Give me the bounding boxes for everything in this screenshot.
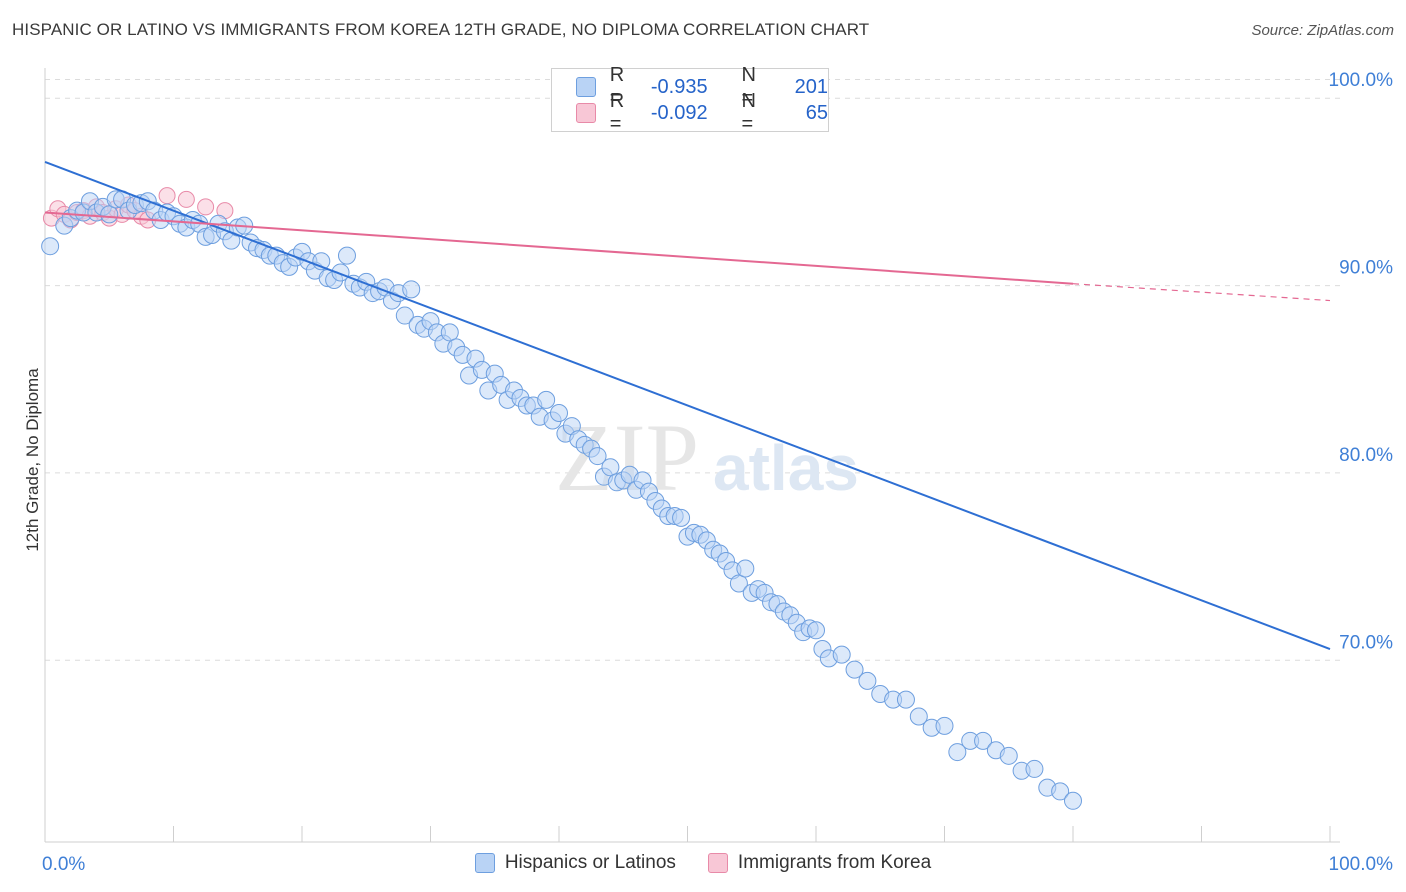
hispanic-point (395, 306, 414, 325)
y-axis-label: 12th Grade, No Diploma (23, 368, 42, 552)
hispanic-point (672, 508, 691, 527)
hispanic-point (440, 323, 459, 342)
r-value: -0.092 (650, 101, 708, 124)
hispanic-point (999, 746, 1018, 765)
hispanic-point (974, 731, 993, 750)
hispanic-point (537, 390, 556, 409)
legend-item-korea: Immigrants from Korea (707, 852, 932, 874)
r-label: R = (609, 64, 625, 109)
hispanic-point (331, 263, 350, 282)
watermark-atlas: atlas (713, 432, 859, 504)
axes (44, 68, 1340, 843)
hispanic-point (1051, 782, 1070, 801)
y-tick-label: 80.0% (1339, 445, 1393, 466)
y-tick-label: 70.0% (1339, 632, 1393, 653)
r-label: R = (609, 90, 625, 135)
hispanic-point (807, 621, 825, 640)
blue-swatch (474, 853, 495, 873)
n-label: N = (741, 90, 756, 135)
hispanic-point (1064, 791, 1082, 810)
chart-title: HISPANIC OR LATINO VS IMMIGRANTS FROM KO… (12, 20, 870, 39)
gridlines (45, 78, 1340, 661)
hispanic-trend-line (44, 160, 1331, 650)
r-value: -0.935 (650, 75, 708, 98)
hispanic-point (909, 707, 928, 726)
korea-trend-extension (1072, 283, 1331, 302)
legend-row-korea: R = -0.092 N = 65 (576, 90, 828, 135)
hispanic-point (550, 403, 568, 422)
legend-row-hispanic: R = -0.935 N = 201 (576, 64, 828, 109)
x-tick-label: 100.0% (1329, 854, 1394, 875)
blue-swatch (576, 77, 596, 97)
tick-labels: 70.0% 80.0% 90.0% 100.0% 0.0% 100.0% (42, 70, 1393, 875)
n-value: 65 (805, 101, 828, 124)
hispanic-point (845, 660, 864, 679)
legend-label-korea: Immigrants from Korea (737, 852, 932, 873)
legend-label-hispanic: Hispanics or Latinos (504, 852, 676, 873)
hispanic-point (729, 574, 748, 593)
hispanic-point (100, 205, 119, 224)
hispanic-point (337, 246, 356, 265)
n-label: N = (741, 64, 756, 109)
korea-point (158, 187, 176, 205)
n-value: 201 (794, 75, 828, 98)
watermark: ZIP atlas (555, 404, 859, 511)
hispanic-point (935, 716, 954, 735)
hispanic-point (948, 743, 967, 762)
hispanic-point (601, 458, 620, 477)
hispanic-point (736, 559, 755, 578)
korea-trend-line (44, 211, 1074, 285)
hispanic-point (402, 280, 421, 299)
hispanic-point (41, 237, 60, 256)
series-legend: Hispanics or Latinos Immigrants from Kor… (0, 852, 1406, 874)
trend-lines (44, 160, 1331, 650)
hispanic-point (832, 645, 851, 664)
source-credit: Source: ZipAtlas.com (1251, 22, 1394, 39)
stats-legend: R = -0.935 N = 201 R = -0.092 N = 65 (551, 64, 829, 135)
y-tick-label: 100.0% (1329, 70, 1394, 91)
korea-point (197, 198, 215, 216)
x-tick-label: 0.0% (42, 854, 85, 875)
hispanic-point (896, 690, 915, 709)
pink-swatch (576, 103, 596, 123)
hispanic-point (1025, 759, 1044, 778)
korea-point (177, 190, 195, 208)
y-tick-label: 90.0% (1339, 258, 1393, 279)
hispanic-point (588, 447, 607, 466)
legend-item-hispanic: Hispanics or Latinos (474, 852, 676, 874)
pink-swatch (707, 853, 728, 873)
hispanic-point (858, 671, 877, 690)
